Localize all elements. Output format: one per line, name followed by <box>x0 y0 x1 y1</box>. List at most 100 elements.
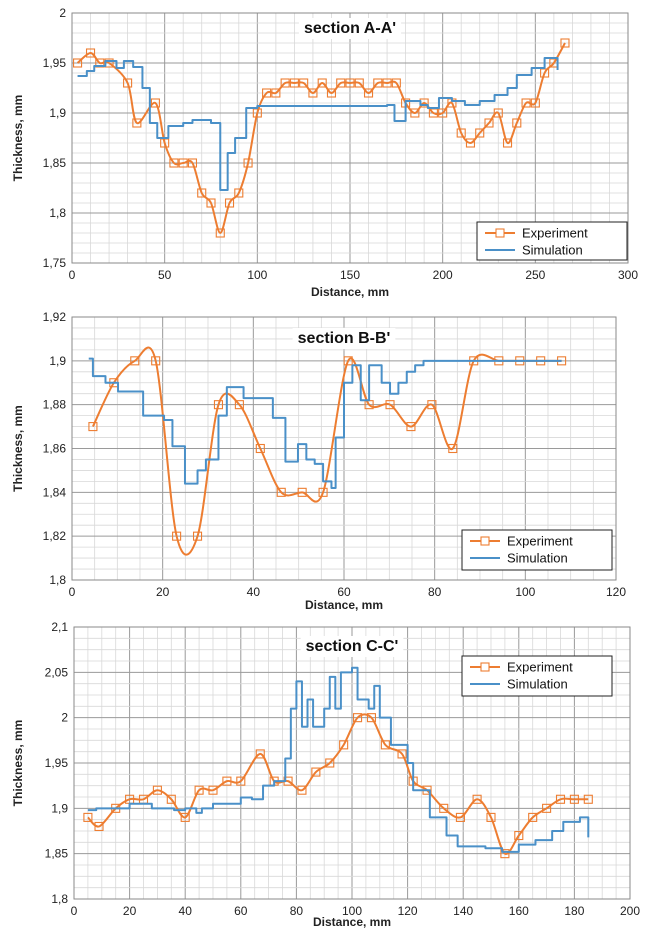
y-axis-label: Thickness, mm <box>11 95 25 182</box>
y-tick-label: 2,05 <box>45 665 69 679</box>
data-point <box>439 803 449 813</box>
data-point <box>197 188 207 198</box>
data-point <box>353 713 363 723</box>
data-point <box>178 158 188 168</box>
data-point <box>339 740 349 750</box>
y-tick-label: 1,8 <box>51 892 68 906</box>
series-simulation <box>88 357 562 489</box>
x-tick-label: 250 <box>525 268 545 282</box>
x-tick-label: 200 <box>433 268 453 282</box>
x-tick-label: 50 <box>158 268 172 282</box>
y-tick-label: 1,75 <box>43 256 67 270</box>
y-tick-label: 2,1 <box>51 620 68 634</box>
chart-title-group: section B-B' <box>292 328 396 349</box>
legend-label: Experiment <box>522 226 588 241</box>
data-point <box>455 812 465 822</box>
data-point <box>500 849 510 859</box>
title-backing <box>300 636 404 657</box>
y-tick-label: 1,8 <box>49 573 66 587</box>
data-point <box>252 108 262 118</box>
data-point <box>255 443 265 454</box>
data-point <box>380 740 390 750</box>
data-point <box>325 758 335 768</box>
y-tick-label: 2 <box>59 6 66 20</box>
y-tick-label: 1,85 <box>45 847 69 861</box>
data-point <box>326 88 337 98</box>
data-point <box>475 128 485 138</box>
legend-label: Simulation <box>507 551 568 566</box>
series-line <box>76 42 566 234</box>
data-point <box>502 138 513 148</box>
legend-marker <box>480 536 490 546</box>
data-point <box>308 88 318 98</box>
plot-border <box>71 316 617 581</box>
data-point <box>569 794 579 804</box>
data-point <box>373 78 383 88</box>
legend: Experiment Simulation <box>461 529 613 571</box>
data-point <box>484 118 494 128</box>
data-point <box>83 812 93 822</box>
x-tick-label: 150 <box>340 268 360 282</box>
data-point <box>560 38 570 48</box>
data-point <box>410 108 420 118</box>
y-tick-label: 1,86 <box>43 442 67 456</box>
x-tick-label: 0 <box>69 268 76 282</box>
data-point <box>85 48 96 58</box>
x-tick-label: 40 <box>179 904 193 918</box>
data-point <box>276 487 286 497</box>
series-simulation <box>87 666 590 853</box>
data-point <box>243 158 253 168</box>
data-point <box>234 188 244 198</box>
chart-title: section C-C' <box>306 638 399 655</box>
data-point <box>528 812 538 822</box>
x-tick-label: 100 <box>515 585 535 599</box>
x-tick-label: 0 <box>69 585 76 599</box>
chart-title: section B-B' <box>298 330 391 347</box>
x-tick-label: 40 <box>247 585 261 599</box>
data-point <box>555 794 566 804</box>
x-tick-label: 160 <box>509 904 529 918</box>
data-point <box>317 78 327 88</box>
x-axis-label: Distance, mm <box>305 598 383 612</box>
data-point <box>354 78 364 88</box>
legend-marker <box>480 662 490 672</box>
data-point <box>438 108 448 118</box>
chart-section-bb: 0 20 40 60 80 100 120 1,8 1,82 1,84 1,86 1,88 1,9 1,9… <box>11 310 626 612</box>
data-point <box>391 78 401 88</box>
data-point <box>224 198 235 208</box>
data-point <box>206 198 216 208</box>
data-point <box>311 767 321 777</box>
plot-border <box>71 12 629 264</box>
data-point <box>271 88 281 98</box>
y-tick-label: 1,82 <box>43 529 67 543</box>
series-experiment <box>73 38 570 238</box>
series-line <box>77 57 559 191</box>
data-point <box>385 400 395 410</box>
x-axis-label: Distance, mm <box>311 285 389 299</box>
x-tick-label: 180 <box>564 904 584 918</box>
data-point <box>486 812 496 822</box>
x-tick-label: 120 <box>606 585 626 599</box>
x-tick-label: 100 <box>247 268 267 282</box>
x-tick-label: 20 <box>123 904 137 918</box>
chart-title-group: section C-C' <box>300 636 404 657</box>
data-point <box>280 78 290 88</box>
data-point <box>427 400 437 410</box>
y-tick-label: 1,92 <box>43 310 67 324</box>
y-tick-label: 2 <box>61 711 68 725</box>
chart-title-group: section A-A' <box>298 18 402 39</box>
data-point <box>73 58 83 68</box>
data-point <box>299 78 309 88</box>
x-tick-label: 60 <box>337 585 351 599</box>
data-point <box>262 88 272 98</box>
y-tick-label: 1,85 <box>43 156 67 170</box>
data-point <box>542 803 552 813</box>
data-point <box>343 356 353 366</box>
legend-label: Experiment <box>507 660 573 675</box>
data-point <box>222 776 232 786</box>
series-line <box>88 357 562 489</box>
legend-label: Simulation <box>507 677 568 692</box>
data-point <box>583 794 593 804</box>
x-tick-label: 200 <box>620 904 640 918</box>
data-point <box>94 821 104 832</box>
